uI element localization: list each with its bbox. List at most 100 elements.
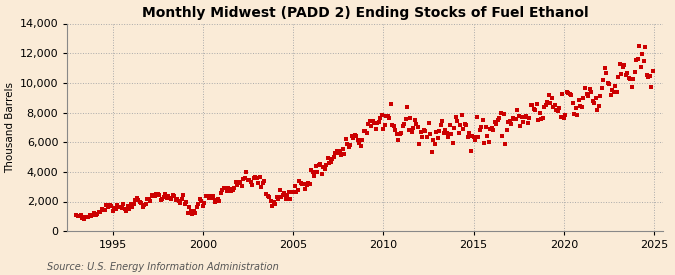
Point [536,117,547,122]
Point [140,202,151,206]
Point [154,193,165,197]
Point [605,93,616,98]
Point [217,188,227,192]
Point [306,168,317,172]
Point [509,116,520,121]
Point [173,199,184,203]
Point [128,202,139,206]
Point [324,161,335,166]
Point [406,130,417,135]
Point [620,73,631,78]
Point [450,115,461,120]
Point [116,206,127,210]
Point [569,111,580,116]
Point [521,114,532,118]
Point [414,141,425,146]
Point [144,199,155,204]
Point [630,57,641,62]
Point [259,179,270,183]
Point [232,183,243,188]
Point [101,203,112,208]
Point [587,99,598,103]
Point [518,119,529,124]
Point [611,90,622,94]
Point [161,196,172,200]
Point [124,207,134,212]
Point [268,200,279,205]
Point [134,200,145,204]
Point [247,183,258,187]
Point [498,112,509,116]
Point [435,122,446,127]
Point [284,189,294,194]
Point [350,132,360,137]
Point [246,180,256,184]
Point [383,114,394,118]
Point [461,123,472,127]
Point [608,90,619,95]
Point [576,104,587,109]
Point [411,122,422,126]
Point [470,138,481,142]
Point [267,204,277,208]
Point [632,57,643,61]
Point [613,75,624,79]
Point [495,111,506,116]
Point [542,100,553,104]
Point [426,150,437,154]
Point [418,128,429,133]
Point [74,214,85,218]
Point [250,175,261,180]
Point [78,216,89,221]
Point [402,105,413,109]
Point [262,194,273,198]
Point [389,124,400,128]
Point [519,115,530,119]
Point [342,142,352,147]
Point [208,194,219,198]
Point [641,73,652,77]
Point [225,186,236,191]
Point [635,65,646,70]
Point [554,106,565,110]
Point [322,156,333,160]
Point [458,126,468,131]
Point [543,93,554,98]
Point [119,207,130,211]
Point [583,94,593,98]
Point [77,216,88,220]
Point [227,188,238,192]
Point [286,190,297,194]
Point [623,75,634,80]
Point [351,134,362,139]
Point [221,188,232,193]
Point [197,204,208,209]
Point [202,194,213,199]
Title: Monthly Midwest (PADD 2) Ending Stocks of Fuel Ethanol: Monthly Midwest (PADD 2) Ending Stocks o… [142,6,589,20]
Point [127,205,138,209]
Point [234,181,244,185]
Point [226,189,237,193]
Point [416,130,427,134]
Point [300,187,310,191]
Point [252,175,263,180]
Point [464,131,475,135]
Point [139,203,150,207]
Point [503,120,514,124]
Point [256,185,267,189]
Point [384,116,395,120]
Point [400,117,411,121]
Point [149,194,160,198]
Point [176,197,187,201]
Point [466,133,477,138]
Point [602,81,613,85]
Point [563,90,574,95]
Point [556,115,566,119]
Point [371,126,381,131]
Point [192,205,202,209]
Point [548,104,559,109]
Point [133,198,144,202]
Point [566,93,577,98]
Point [465,149,476,153]
Point [137,204,148,209]
